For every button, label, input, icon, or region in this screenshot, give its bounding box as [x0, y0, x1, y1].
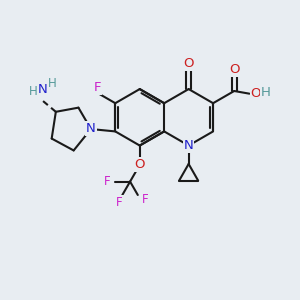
Text: H: H — [261, 86, 271, 99]
Text: O: O — [251, 87, 261, 100]
Text: O: O — [229, 63, 239, 76]
Text: N: N — [184, 139, 194, 152]
Text: N: N — [86, 122, 96, 135]
Text: H: H — [29, 85, 38, 98]
Text: H: H — [48, 77, 56, 90]
Text: F: F — [142, 193, 148, 206]
Text: N: N — [38, 83, 48, 96]
Text: F: F — [93, 81, 101, 94]
Text: F: F — [104, 175, 110, 188]
Text: O: O — [183, 57, 194, 70]
Text: O: O — [134, 158, 145, 171]
Text: F: F — [116, 196, 123, 209]
